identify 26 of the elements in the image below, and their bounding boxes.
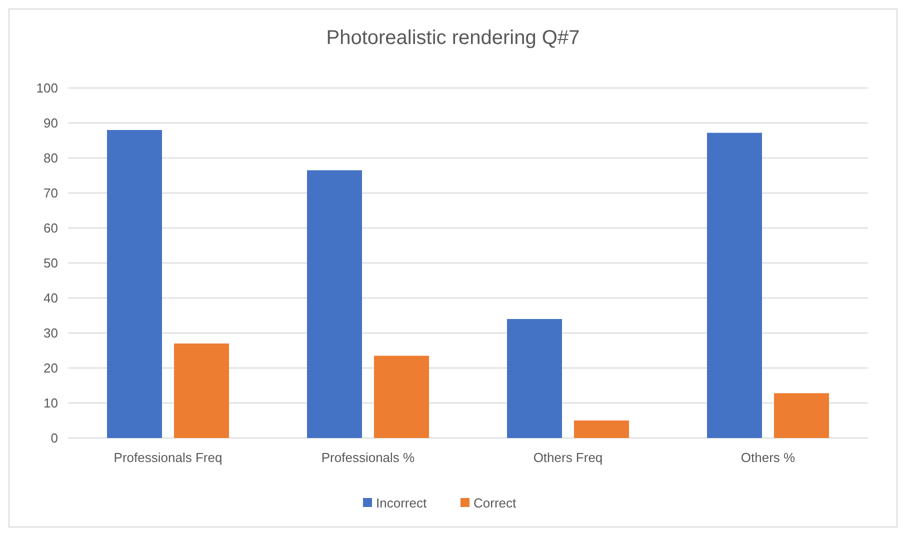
bar xyxy=(174,344,229,438)
bar xyxy=(507,319,562,438)
y-tick-label: 0 xyxy=(50,430,58,446)
y-tick-label: 30 xyxy=(44,326,58,341)
chart-title: Photorealistic rendering Q#7 xyxy=(326,27,580,49)
bar xyxy=(374,356,429,438)
legend-label: Incorrect xyxy=(376,496,427,511)
bar xyxy=(107,130,162,438)
y-tick-label: 70 xyxy=(44,186,58,201)
y-tick-label: 80 xyxy=(44,150,58,166)
legend-label: Correct xyxy=(474,496,517,511)
y-tick-label: 100 xyxy=(36,80,58,96)
x-tick-label: Professionals % xyxy=(321,450,416,465)
x-tick-label: Others Freq xyxy=(533,450,603,465)
y-tick-label: 60 xyxy=(44,220,58,236)
y-tick-label: 50 xyxy=(44,256,58,271)
x-tick-label: Others % xyxy=(740,450,796,465)
x-tick-label: Professionals Freq xyxy=(114,450,222,465)
y-tick-label: 40 xyxy=(44,290,58,306)
y-tick-label: 20 xyxy=(44,360,58,376)
bar xyxy=(707,132,762,438)
bar xyxy=(574,420,629,438)
bar xyxy=(307,170,362,438)
bar xyxy=(774,393,829,438)
y-tick-label: 10 xyxy=(44,396,58,411)
y-tick-label: 90 xyxy=(44,116,58,131)
